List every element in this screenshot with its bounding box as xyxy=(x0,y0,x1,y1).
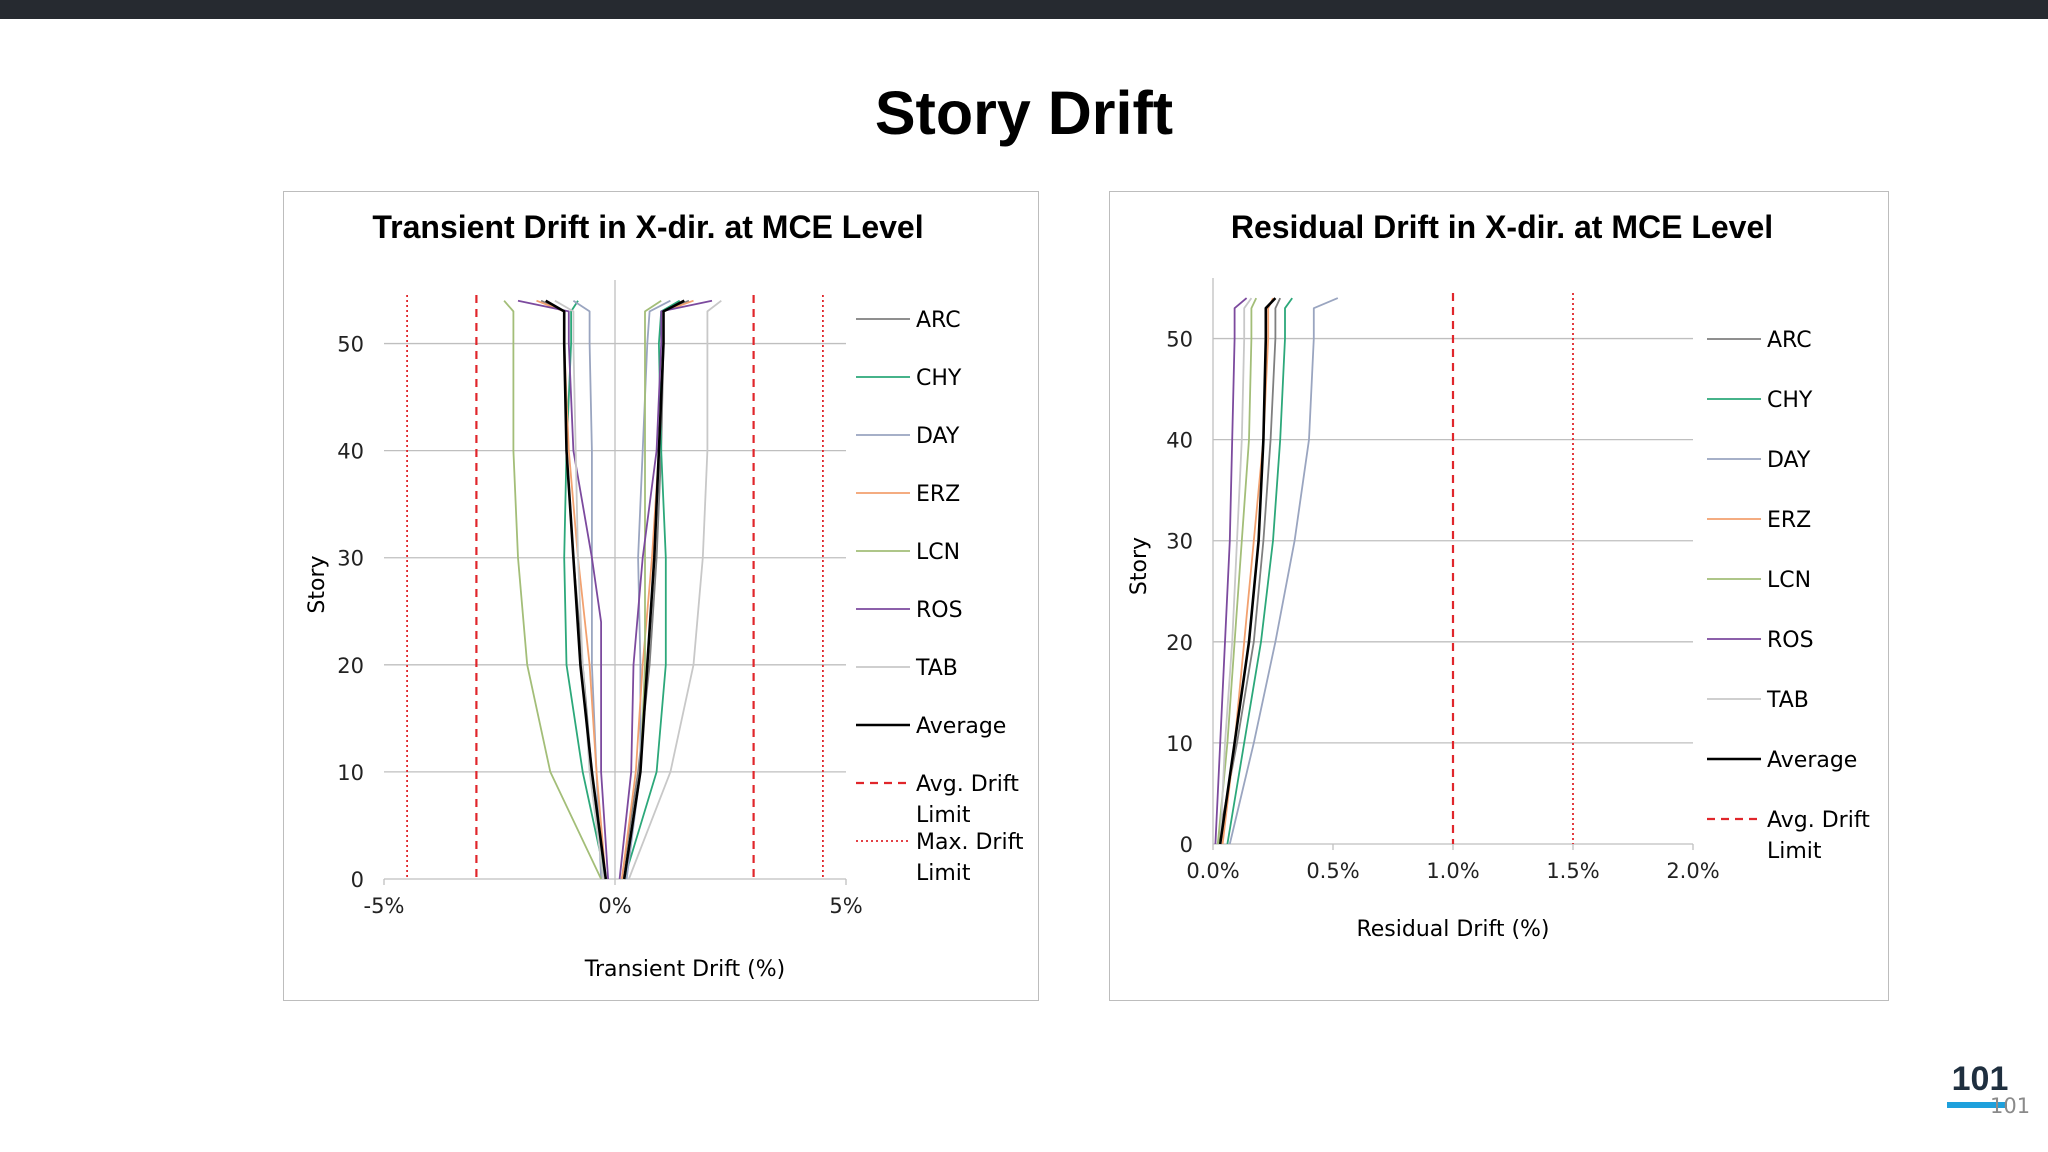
legend-label: ARC xyxy=(916,308,961,333)
chart-title: Residual Drift in X-dir. at MCE Level xyxy=(1231,209,1773,245)
y-tick-label: 20 xyxy=(1166,631,1193,655)
chart-title: Transient Drift in X-dir. at MCE Level xyxy=(372,209,923,245)
chart-panel-transient: Transient Drift in X-dir. at MCE Level 0 1… xyxy=(283,191,1039,1001)
y-tick-label: 20 xyxy=(337,654,364,678)
legend-label: Avg. Drift xyxy=(1767,808,1870,833)
page-number-underline xyxy=(1947,1102,2007,1108)
series-line-average xyxy=(545,299,608,880)
x-tick-label: 5% xyxy=(829,894,862,918)
series-line-average xyxy=(1218,297,1277,845)
y-tick-label: 50 xyxy=(1166,328,1193,352)
series-line-tab xyxy=(628,299,722,880)
legend-label: LCN xyxy=(1767,568,1811,593)
residual-drift-chart: Residual Drift in X-dir. at MCE Level 0 10… xyxy=(1127,209,1870,942)
top-bar xyxy=(0,0,2048,19)
legend-label: LCN xyxy=(916,540,960,565)
page-number: 101 xyxy=(1951,1060,2009,1098)
y-tick-label: 40 xyxy=(1166,429,1193,453)
legend-label: DAY xyxy=(1767,448,1811,473)
series-line-arc xyxy=(1216,297,1282,845)
x-tick-label: 2.0% xyxy=(1666,859,1719,883)
series-line-ros xyxy=(618,299,713,880)
legend-label: ROS xyxy=(916,598,963,623)
x-axis-title: Residual Drift (%) xyxy=(1356,917,1549,942)
y-axis-title: Story xyxy=(305,555,330,613)
y-tick-label: 0 xyxy=(1180,833,1193,857)
legend-label: CHY xyxy=(916,366,962,391)
y-axis-title: Story xyxy=(1127,537,1152,595)
x-axis-title: Transient Drift (%) xyxy=(584,957,786,982)
legend-label: ROS xyxy=(1767,628,1814,653)
series-line-chy xyxy=(563,300,607,880)
legend-label: TAB xyxy=(915,656,958,681)
x-tick-label: 0.0% xyxy=(1186,859,1239,883)
series-line-lcn xyxy=(1216,297,1258,845)
legend-label: ERZ xyxy=(916,482,960,507)
y-tick-label: 30 xyxy=(337,547,364,571)
legend-label: ERZ xyxy=(1767,508,1811,533)
y-tick-label: 0 xyxy=(351,868,364,892)
legend-label: Avg. Drift xyxy=(916,772,1019,797)
x-tick-label: 1.0% xyxy=(1426,859,1479,883)
transient-drift-chart: Transient Drift in X-dir. at MCE Level 0 1… xyxy=(305,209,1024,982)
series-line-arc xyxy=(621,299,690,880)
legend-label: Limit xyxy=(916,861,971,886)
series-line-average xyxy=(622,299,685,880)
y-tick-label: 10 xyxy=(1166,732,1193,756)
legend-label: ARC xyxy=(1767,328,1812,353)
series-line-ros xyxy=(1214,297,1248,845)
series-line-tab xyxy=(554,299,605,880)
x-tick-label: 0.5% xyxy=(1306,859,1359,883)
x-tick-label: 1.5% xyxy=(1546,859,1599,883)
y-tick-label: 30 xyxy=(1166,530,1193,554)
series-line-tab xyxy=(1219,297,1253,845)
legend-label: Limit xyxy=(1767,839,1822,864)
slide-title: Story Drift xyxy=(874,79,1174,147)
legend-label: TAB xyxy=(1766,688,1809,713)
series-line-erz xyxy=(621,299,694,880)
y-tick-label: 50 xyxy=(337,333,364,357)
legend-label: Max. Drift xyxy=(916,830,1024,855)
legend-label: CHY xyxy=(1767,388,1813,413)
chart-panel-residual: Residual Drift in X-dir. at MCE Level 0 10… xyxy=(1109,191,1889,1001)
series-line-lcn xyxy=(503,300,602,880)
y-tick-label: 40 xyxy=(337,440,364,464)
legend-label: Limit xyxy=(916,803,971,828)
x-tick-label: 0% xyxy=(598,894,631,918)
x-tick-label: -5% xyxy=(364,894,405,918)
series-line-chy xyxy=(1226,297,1293,845)
page-number-small: 101 xyxy=(1990,1094,2031,1118)
legend-label: DAY xyxy=(916,424,960,449)
series-line-day xyxy=(1228,297,1339,845)
legend-label: Average xyxy=(916,714,1006,739)
series-line-ros xyxy=(517,299,609,880)
y-tick-label: 10 xyxy=(337,761,364,785)
legend-label: Average xyxy=(1767,748,1857,773)
